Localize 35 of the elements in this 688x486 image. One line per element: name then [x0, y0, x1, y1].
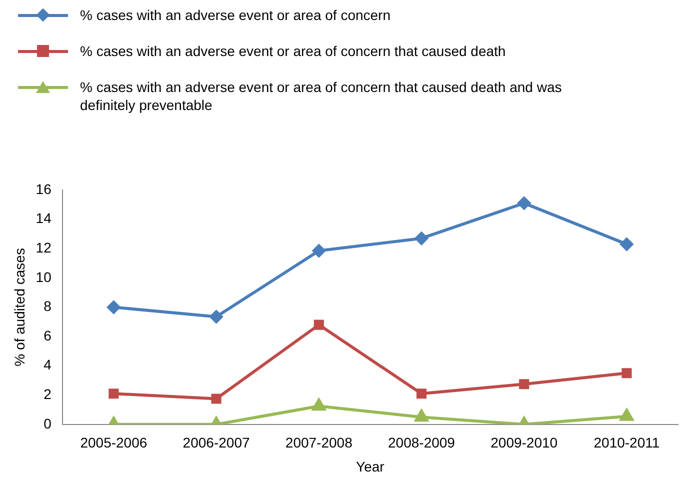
point [519, 379, 530, 390]
point [518, 196, 531, 210]
point [414, 410, 428, 422]
y-tick-label: 8 [44, 298, 52, 314]
legend-label: % cases with an adverse event or area of concern [80, 6, 392, 24]
x-tick-label: 2007-2008 [285, 434, 353, 451]
point [314, 320, 324, 330]
point [210, 310, 223, 324]
x-tick-label: 2010-2011 [594, 434, 660, 451]
legend-label: % cases with an adverse event or area of concern that caused death [80, 42, 507, 60]
y-tick-label: 14 [36, 210, 52, 226]
point [108, 388, 119, 399]
x-tick-label: 2009-2010 [490, 434, 558, 451]
y-tick-label: 0 [44, 415, 52, 432]
point [620, 408, 634, 421]
point [416, 388, 427, 399]
point [107, 300, 120, 314]
y-tick-label: 6 [44, 327, 52, 344]
x-tick-label: 2008-2009 [388, 434, 456, 451]
legend-label: % cases with an adverse event or area of concern that caused death and was definitely preventable [80, 78, 563, 114]
point [312, 398, 326, 411]
point [312, 244, 326, 258]
point [622, 368, 632, 378]
y-tick-label: 12 [36, 239, 52, 256]
y-tick-label: 16 [36, 180, 52, 197]
point [414, 232, 428, 245]
x-axis-title: Year [356, 458, 385, 474]
y-tick-label: 4 [44, 356, 52, 373]
x-tick-label: 2005-2006 [80, 434, 148, 451]
y-tick-label: 10 [36, 268, 52, 285]
x-tick-label: 2006-2007 [182, 434, 250, 451]
y-tick-label: 2 [44, 386, 52, 402]
y-axis-title: % of audited cases [11, 248, 28, 366]
point [211, 394, 222, 404]
point [620, 238, 634, 251]
